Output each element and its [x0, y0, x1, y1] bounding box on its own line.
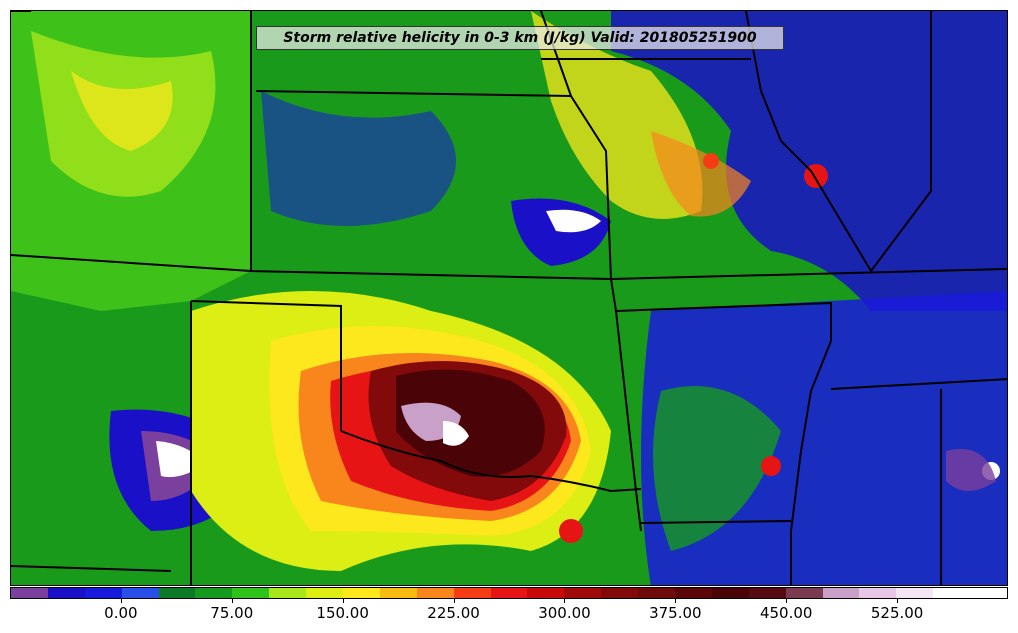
colorbar-tick-label: 225.00 [427, 604, 480, 622]
field-cell-n [703, 153, 719, 169]
colorbar-swatch [269, 588, 307, 598]
boundary-latitude-line [11, 254, 1007, 281]
field-north-yellow [531, 11, 703, 219]
boundary-missouri-south [615, 301, 832, 341]
colorbar-swatch [564, 588, 602, 598]
boundary-panhandle [190, 300, 342, 431]
colorbar-tick [120, 599, 122, 603]
field-east-blue [611, 11, 1007, 311]
boundary-red-river [340, 430, 642, 493]
boundary-mississippi-upper [745, 11, 872, 272]
boundary-arkansas-west [610, 278, 642, 532]
colorbar-labels: 0.00 75.00 150.00 225.00 300.00 375.00 450.00 5… [10, 604, 1008, 626]
colorbar-tick [342, 599, 344, 603]
state-boundaries [11, 11, 1007, 585]
boundary-louisiana-north [640, 520, 792, 524]
field-cell-se [761, 456, 781, 476]
colorbar-swatch [158, 588, 196, 598]
field-north-blue [261, 91, 456, 226]
colorbar-tick [231, 599, 233, 603]
colorbar-tick-label: 450.00 [759, 604, 813, 622]
colorbar-tick-label: 375.00 [649, 604, 702, 622]
colorbar-tick-label: 525.00 [870, 604, 924, 622]
colorbar-swatch [11, 588, 48, 598]
colorbar-swatch [306, 588, 344, 598]
colorbar-swatch [638, 588, 676, 598]
colorbar-swatch [121, 588, 159, 598]
colorbar-swatch [711, 588, 749, 598]
colorbar-swatch [859, 588, 897, 598]
colorbar-swatch [896, 588, 934, 598]
colorbar-swatch [232, 588, 270, 598]
colorbar-tick-label: 150.00 [316, 604, 369, 622]
boundary-tennessee-south [830, 378, 1007, 390]
colorbar-tick [786, 599, 788, 603]
colorbar-tick [564, 599, 566, 603]
boundary-mississippi-lower [790, 340, 832, 585]
colorbar-swatch [84, 588, 122, 598]
colorbar [10, 587, 1008, 599]
boundary-illinois-east [870, 11, 932, 272]
colorbar-swatch [933, 588, 971, 598]
colorbar-tick-label: 75.00 [210, 604, 254, 622]
colorbar-tick-label: 300.00 [538, 604, 591, 622]
colorbar-swatch [785, 588, 823, 598]
colorbar-swatch [490, 588, 528, 598]
field-north-orange [651, 131, 751, 217]
helicity-field-map [11, 11, 1007, 585]
colorbar-swatch [343, 588, 380, 598]
colorbar-swatch [748, 588, 786, 598]
colorbar-tick [897, 599, 899, 603]
map-title: Storm relative helicity in 0-3 km (J/kg)… [256, 26, 784, 50]
boundary-nebraska-north [255, 90, 572, 97]
colorbar-tick [453, 599, 455, 603]
colorbar-tick-label: 0.00 [104, 604, 138, 622]
colorbar-swatch [195, 588, 233, 598]
colorbar-ticks [10, 599, 1008, 605]
colorbar-swatch [970, 588, 1007, 598]
field-cell-e-purple [946, 449, 996, 491]
colorbar-swatch [453, 588, 491, 598]
colorbar-swatch [675, 588, 712, 598]
colorbar-swatch [379, 588, 417, 598]
colorbar-swatch [416, 588, 454, 598]
field-central-white [546, 209, 601, 233]
field-core-white [443, 421, 469, 446]
colorbar-swatch [822, 588, 860, 598]
colorbar-swatch [527, 588, 565, 598]
colorbar-swatch [601, 588, 639, 598]
map-panel: Storm relative helicity in 0-3 km (J/kg)… [10, 10, 1008, 586]
colorbar-swatch [47, 588, 85, 598]
field-cell-s [559, 519, 583, 543]
field-southeast-green [653, 386, 781, 551]
colorbar-tick [675, 599, 677, 603]
field-west-yellow [71, 71, 173, 151]
field-core-maroon [396, 369, 545, 477]
boundary-missouri-river [540, 11, 612, 280]
boundary-sw-edge [11, 565, 172, 572]
